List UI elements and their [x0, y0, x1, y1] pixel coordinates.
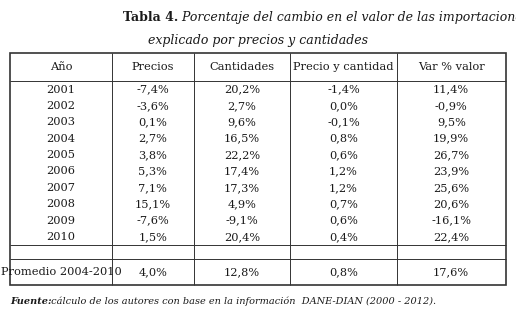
- Text: 26,7%: 26,7%: [433, 150, 469, 160]
- Text: -1,4%: -1,4%: [327, 85, 360, 95]
- Text: Fuente:: Fuente:: [10, 297, 52, 306]
- Text: Cantidades: Cantidades: [209, 62, 275, 72]
- Text: cálculo de los autores con base en la información  DANE-DIAN (2000 - 2012).: cálculo de los autores con base en la in…: [48, 296, 436, 306]
- Text: Var % valor: Var % valor: [418, 62, 485, 72]
- Text: 3,8%: 3,8%: [138, 150, 167, 160]
- Text: Tabla 4. Porcentaje del cambio en el valor de las importaciones,: Tabla 4. Porcentaje del cambio en el val…: [55, 11, 461, 24]
- Text: Precios: Precios: [132, 62, 174, 72]
- Text: 0,6%: 0,6%: [329, 150, 358, 160]
- Text: 2001: 2001: [46, 85, 76, 95]
- Text: 2007: 2007: [46, 183, 76, 193]
- Text: 2002: 2002: [46, 101, 76, 111]
- Text: 4,9%: 4,9%: [228, 199, 256, 209]
- Text: 19,9%: 19,9%: [433, 134, 469, 144]
- Text: 0,4%: 0,4%: [329, 232, 358, 242]
- Bar: [10, 53, 506, 285]
- Text: 0,0%: 0,0%: [329, 101, 358, 111]
- Text: -16,1%: -16,1%: [431, 215, 471, 225]
- Text: 2010: 2010: [46, 232, 76, 242]
- Text: 0,7%: 0,7%: [329, 199, 358, 209]
- Text: 2008: 2008: [46, 199, 76, 209]
- Text: 1,5%: 1,5%: [138, 232, 167, 242]
- Text: explicado por precios y cantidades: explicado por precios y cantidades: [148, 34, 368, 47]
- Text: 22,4%: 22,4%: [433, 232, 469, 242]
- Text: 9,6%: 9,6%: [228, 117, 256, 128]
- Text: 22,2%: 22,2%: [224, 150, 260, 160]
- Text: 1,2%: 1,2%: [329, 183, 358, 193]
- Text: 2004: 2004: [46, 134, 76, 144]
- Text: 20,6%: 20,6%: [433, 199, 469, 209]
- Text: 0,8%: 0,8%: [329, 267, 358, 277]
- Text: 0,1%: 0,1%: [138, 117, 167, 128]
- Text: -7,6%: -7,6%: [136, 215, 169, 225]
- Text: 4,0%: 4,0%: [138, 267, 167, 277]
- Text: 2005: 2005: [46, 150, 76, 160]
- Text: 5,3%: 5,3%: [138, 166, 167, 176]
- Text: 12,8%: 12,8%: [224, 267, 260, 277]
- Text: Tabla 4.: Tabla 4.: [123, 11, 178, 24]
- Text: Precio y cantidad: Precio y cantidad: [293, 62, 394, 72]
- Text: 17,4%: 17,4%: [224, 166, 260, 176]
- Text: 9,5%: 9,5%: [437, 117, 465, 128]
- Text: 20,4%: 20,4%: [224, 232, 260, 242]
- Text: 2003: 2003: [46, 117, 76, 128]
- Text: -7,4%: -7,4%: [136, 85, 169, 95]
- Text: 20,2%: 20,2%: [224, 85, 260, 95]
- Text: 7,1%: 7,1%: [138, 183, 167, 193]
- Text: Promedio 2004-2010: Promedio 2004-2010: [1, 267, 121, 277]
- Text: 25,6%: 25,6%: [433, 183, 469, 193]
- Text: 2006: 2006: [46, 166, 76, 176]
- Text: 15,1%: 15,1%: [135, 199, 171, 209]
- Text: 17,3%: 17,3%: [224, 183, 260, 193]
- Text: 0,8%: 0,8%: [329, 134, 358, 144]
- Text: 1,2%: 1,2%: [329, 166, 358, 176]
- Text: 2,7%: 2,7%: [228, 101, 256, 111]
- Text: 2009: 2009: [46, 215, 76, 225]
- Text: -0,1%: -0,1%: [327, 117, 360, 128]
- Text: 16,5%: 16,5%: [224, 134, 260, 144]
- Text: Porcentaje del cambio en el valor de las importaciones,: Porcentaje del cambio en el valor de las…: [178, 11, 516, 24]
- Text: Año: Año: [50, 62, 72, 72]
- Text: -3,6%: -3,6%: [136, 101, 169, 111]
- Text: 23,9%: 23,9%: [433, 166, 469, 176]
- Text: 2,7%: 2,7%: [138, 134, 167, 144]
- Text: -0,9%: -0,9%: [435, 101, 467, 111]
- Text: 0,6%: 0,6%: [329, 215, 358, 225]
- Text: 11,4%: 11,4%: [433, 85, 469, 95]
- Text: -9,1%: -9,1%: [225, 215, 259, 225]
- Text: 17,6%: 17,6%: [433, 267, 469, 277]
